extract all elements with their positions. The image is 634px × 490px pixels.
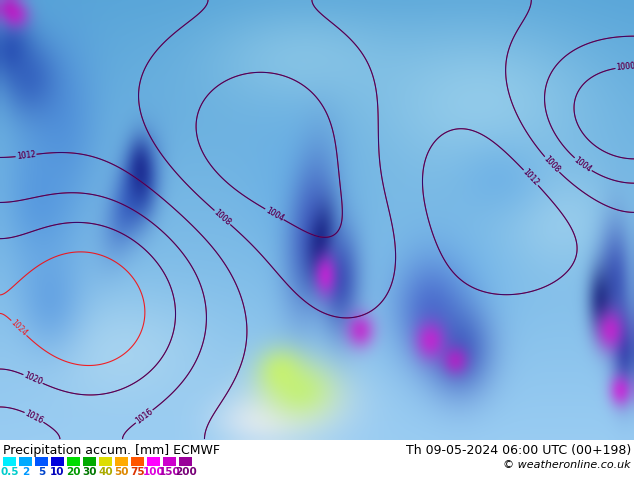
Bar [163,457,176,466]
Text: 200: 200 [174,467,197,477]
Text: 1008: 1008 [542,154,562,175]
Text: 30: 30 [82,467,97,477]
Text: 1004: 1004 [573,155,593,174]
Text: 0.5: 0.5 [0,467,19,477]
Bar [51,457,64,466]
Text: 1024: 1024 [9,318,29,338]
Text: 1000: 1000 [616,62,634,73]
Text: 1008: 1008 [212,208,233,227]
Text: 1012: 1012 [16,150,36,161]
Text: 1012: 1012 [521,168,541,188]
Bar [83,457,96,466]
Bar [147,457,160,466]
Bar [3,457,16,466]
Text: 100: 100 [143,467,164,477]
Text: 1004: 1004 [573,155,593,174]
Text: 1020: 1020 [22,371,44,387]
Text: 1000: 1000 [616,62,634,73]
Text: 10: 10 [50,467,65,477]
Bar [115,457,128,466]
Text: 2: 2 [22,467,29,477]
Text: 40: 40 [98,467,113,477]
Text: 1016: 1016 [23,409,45,425]
Text: 1008: 1008 [212,208,233,227]
Text: 1016: 1016 [134,407,155,426]
Text: 50: 50 [114,467,129,477]
Text: 1008: 1008 [542,154,562,175]
Text: Precipitation accum. [mm] ECMWF: Precipitation accum. [mm] ECMWF [3,444,220,457]
Bar [35,457,48,466]
Text: © weatheronline.co.uk: © weatheronline.co.uk [503,460,631,470]
Bar [131,457,144,466]
Bar [99,457,112,466]
Text: 1016: 1016 [134,407,155,426]
Text: Th 09-05-2024 06:00 UTC (00+198): Th 09-05-2024 06:00 UTC (00+198) [406,444,631,457]
Bar [179,457,192,466]
Text: 20: 20 [66,467,81,477]
Text: 5: 5 [38,467,45,477]
Text: 1012: 1012 [16,150,36,161]
Bar [19,457,32,466]
Text: 1012: 1012 [521,168,541,188]
Text: 150: 150 [158,467,181,477]
Bar [67,457,80,466]
Text: 1004: 1004 [264,206,285,223]
Text: 1020: 1020 [22,371,44,387]
Text: 1004: 1004 [264,206,285,223]
Text: 1016: 1016 [23,409,45,425]
Text: 75: 75 [130,467,145,477]
